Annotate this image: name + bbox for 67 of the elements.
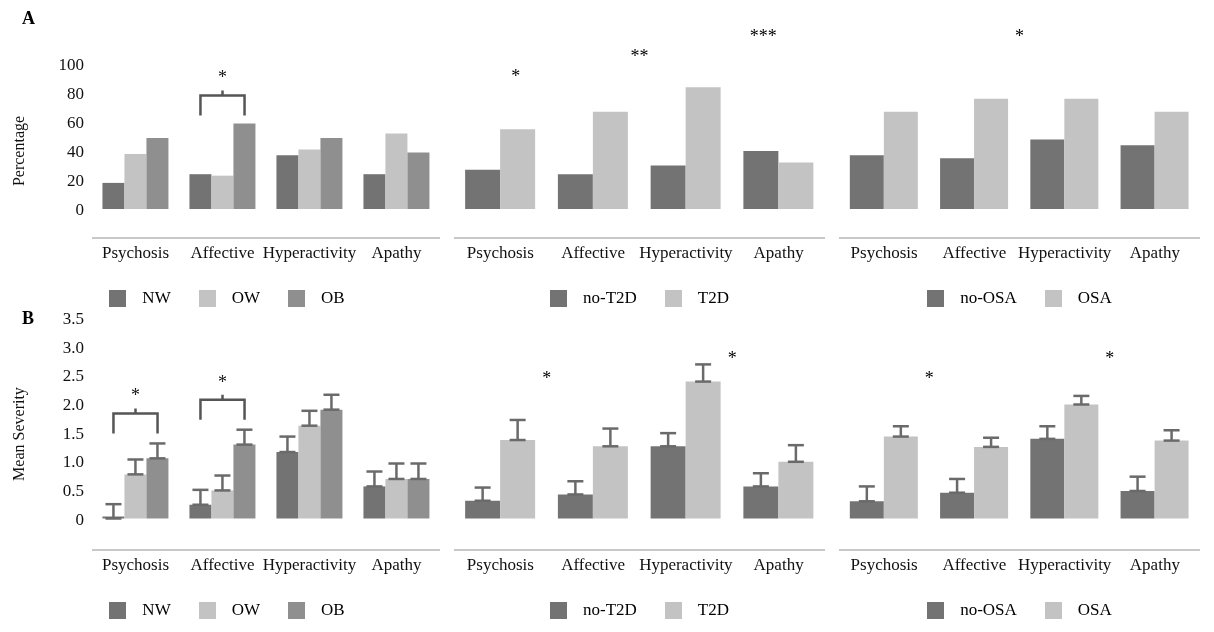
annotation: ** xyxy=(630,46,649,67)
x-tick-label: Affective xyxy=(190,243,255,263)
legend-label: OSA xyxy=(1077,600,1112,620)
x-tick-label: Apathy xyxy=(371,243,423,263)
y-tick-label: 60 xyxy=(67,113,84,133)
x-tick-label: Apathy xyxy=(371,555,423,575)
annotation: * xyxy=(542,368,552,389)
y-tick-label: 1.0 xyxy=(62,452,84,472)
y-tick-label: 100 xyxy=(58,55,84,75)
annotation: * xyxy=(218,371,227,392)
x-tick-label: Affective xyxy=(190,555,255,575)
x-tick-label: Hyperactivity xyxy=(639,555,734,575)
text: * xyxy=(1015,26,1024,47)
y-tick-label: 20 xyxy=(67,171,84,191)
x-tick-label: Affective xyxy=(942,243,1007,263)
annotation: * xyxy=(924,368,934,389)
annotation: * xyxy=(218,67,227,88)
legend-label: OW xyxy=(231,288,261,308)
y-tick-label: 0 xyxy=(75,509,84,529)
y-tick-label: 3.5 xyxy=(62,309,84,329)
y-tick-label: 0.5 xyxy=(62,480,84,500)
x-tick-label: Apathy xyxy=(1129,243,1181,263)
x-tick-label: Psychosis xyxy=(466,243,534,263)
legend-label: no-OSA xyxy=(960,600,1017,620)
x-tick-label: Apathy xyxy=(753,243,805,263)
legend-label: OW xyxy=(231,600,261,620)
x-tick-label: Apathy xyxy=(1129,555,1181,575)
x-tick-label: Psychosis xyxy=(101,243,170,263)
y-tick-label: 1.5 xyxy=(62,423,84,443)
x-tick-label: Psychosis xyxy=(101,555,170,575)
x-tick-label: Psychosis xyxy=(850,243,918,263)
legend-label: NW xyxy=(142,600,171,620)
x-tick-label: Hyperactivity xyxy=(1017,555,1112,575)
y-tick-label: 80 xyxy=(67,84,84,104)
legend-label: no-T2D xyxy=(583,600,637,620)
annotation: * xyxy=(131,385,140,406)
x-tick-label: Apathy xyxy=(753,555,805,575)
chart-title: A xyxy=(22,8,35,29)
x-tick-label: Hyperactivity xyxy=(639,243,734,263)
x-tick-label: Affective xyxy=(561,555,626,575)
x-tick-label: Psychosis xyxy=(466,555,534,575)
legend-label: OSA xyxy=(1077,288,1112,308)
legend-label: NW xyxy=(142,288,171,308)
annotation: * xyxy=(511,66,521,87)
y-tick-label: 3.0 xyxy=(62,337,84,357)
legend-label: no-OSA xyxy=(960,288,1017,308)
legend-label: no-T2D xyxy=(583,288,637,308)
x-tick-label: Affective xyxy=(942,555,1007,575)
y-tick-label: 0 xyxy=(75,200,84,220)
legend-label: OB xyxy=(321,600,345,620)
chart-title: B xyxy=(22,308,35,329)
x-tick-label: Hyperactivity xyxy=(1017,243,1112,263)
legend-label: T2D xyxy=(697,288,729,308)
legend-label: OB xyxy=(321,288,345,308)
y-axis-title: Percentage xyxy=(9,115,28,187)
y-tick-label: 2.0 xyxy=(62,394,84,414)
legend-label: T2D xyxy=(697,600,729,620)
y-tick-label: 2.5 xyxy=(62,366,84,386)
x-tick-label: Affective xyxy=(561,243,626,263)
x-tick-label: Hyperactivity xyxy=(262,555,357,575)
y-axis-title: Mean Severity xyxy=(9,387,28,481)
x-tick-label: Hyperactivity xyxy=(262,243,357,263)
y-tick-label: 40 xyxy=(67,142,84,162)
text: *** xyxy=(749,26,777,47)
x-tick-label: Psychosis xyxy=(850,555,918,575)
annotation: * xyxy=(727,348,737,369)
annotation: * xyxy=(1105,348,1115,369)
